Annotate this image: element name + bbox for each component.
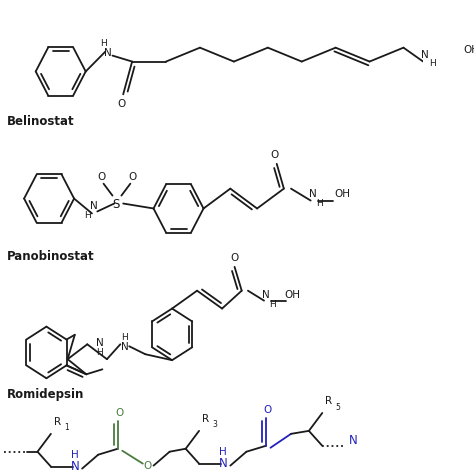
Text: H: H [100, 39, 107, 48]
Text: 5: 5 [336, 402, 340, 411]
Text: H: H [428, 59, 436, 68]
Text: N: N [219, 457, 228, 470]
Text: H: H [96, 348, 103, 357]
Text: O: O [98, 172, 106, 182]
Text: N: N [421, 50, 429, 60]
Text: R: R [202, 414, 209, 424]
Text: OH: OH [463, 45, 474, 55]
Text: 1: 1 [64, 423, 69, 432]
Text: H: H [270, 300, 276, 309]
Text: H: H [121, 333, 128, 342]
Text: Panobinostat: Panobinostat [7, 250, 95, 263]
Text: H: H [316, 199, 323, 208]
Text: O: O [117, 99, 126, 109]
Text: O: O [116, 408, 124, 418]
Text: H: H [71, 450, 79, 460]
Text: N: N [309, 189, 316, 199]
Text: O: O [230, 253, 239, 263]
Text: OH: OH [284, 290, 301, 300]
Text: 3: 3 [212, 420, 218, 429]
Text: O: O [271, 150, 279, 160]
Text: N: N [96, 337, 103, 348]
Text: H: H [219, 447, 227, 457]
Text: N: N [262, 290, 270, 300]
Text: Belinostat: Belinostat [7, 115, 75, 128]
Text: O: O [143, 461, 151, 471]
Text: Romidepsin: Romidepsin [7, 388, 84, 401]
Text: N: N [71, 460, 79, 473]
Text: O: O [128, 172, 136, 182]
Text: OH: OH [334, 189, 350, 199]
Text: R: R [54, 417, 61, 427]
Text: R: R [325, 396, 332, 406]
Text: N: N [121, 342, 128, 352]
Text: N: N [349, 434, 358, 447]
Text: S: S [112, 198, 120, 211]
Text: O: O [264, 405, 272, 415]
Text: N: N [104, 47, 112, 58]
Text: H: H [84, 211, 91, 220]
Text: N: N [90, 201, 98, 210]
